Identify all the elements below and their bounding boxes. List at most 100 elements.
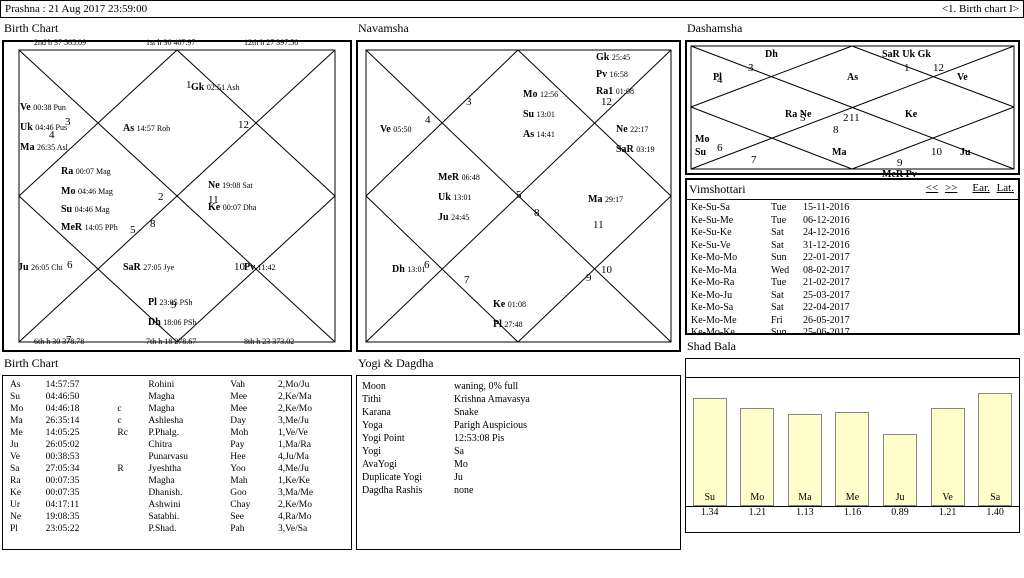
planet-label: Ke 00:07 Dha xyxy=(208,202,256,213)
house-number: 1 xyxy=(904,62,910,74)
shadbala-bar: Mo xyxy=(740,408,774,506)
shadbala-value: 0.89 xyxy=(883,507,917,518)
shadbala-value: 1.40 xyxy=(978,507,1012,518)
topbar: Prashna : 21 Aug 2017 23:59:00 <1. Birth… xyxy=(0,0,1024,18)
planet-label: Pv 16:58 xyxy=(596,69,628,80)
table-row: As14:57:57RohiniVah2,Mo/Ju xyxy=(7,380,347,390)
planet-label: SaR 27:05 Jye xyxy=(123,262,174,273)
dasha-row: Ke-Mo-KeSun25-06-2017 xyxy=(691,327,1014,340)
table-row: Ve00:38:53PunarvasuHee4,Ju/Ma xyxy=(7,452,347,462)
planet-label: Uk 13:01 xyxy=(438,192,472,203)
house-number: 3 xyxy=(748,62,754,74)
house-number: 2 xyxy=(158,191,164,203)
house-number: 10 xyxy=(601,264,612,276)
house-number: 12 xyxy=(238,119,249,131)
edge-label: 7th h 18 278.67 xyxy=(146,337,196,346)
planet-label: Su 13:01 xyxy=(523,109,555,120)
house-number: 6 xyxy=(717,142,723,154)
planet-label: Ne 22:17 xyxy=(616,124,648,135)
birth-chart: 121231145810769Gk 02:51 AshAs 14:57 RohV… xyxy=(2,40,352,352)
shadbala-value: 1.34 xyxy=(693,507,727,518)
shadbala-panel: SuMoMaMeJuVeSa 1.341.211.131.160.891.211… xyxy=(685,358,1020,533)
table-row: YogaParigh Auspicious xyxy=(362,420,536,431)
birth-table: As14:57:57RohiniVah2,Mo/Ju Su04:46:50Magh… xyxy=(2,375,352,550)
planet-label: Ne 19:08 Sat xyxy=(208,180,253,191)
planet-label: Ra1 01:08 xyxy=(596,86,634,97)
planet-label: SaR Uk Gk xyxy=(882,49,931,60)
house-number: 4 xyxy=(425,114,431,126)
table-row: Me14:05:25RcP.Phalg.Moh1,Ve/Ve xyxy=(7,428,347,438)
planet-label: Mo 12:56 xyxy=(523,89,558,100)
edge-label: 8th h 23 373.02 xyxy=(244,337,294,346)
vims-prev[interactable]: << xyxy=(926,182,938,194)
planet-label: Mo xyxy=(695,134,709,145)
table-row: Pl23:05:22P.Shad.Pah3,Ve/Sa xyxy=(7,524,347,534)
planet-label: Ve 05:50 xyxy=(380,124,411,135)
planet-label: As 14:57 Roh xyxy=(123,123,170,134)
dasha-row: Ke-Mo-RaTue21-02-2017 xyxy=(691,277,1014,290)
edge-label: 6th h 30 378.78 xyxy=(34,337,84,346)
planet-label: SaR 03:19 xyxy=(616,144,655,155)
planet-label: Gk 02:51 Ash xyxy=(191,82,240,93)
dasha-row: Ke-Su-KeSat24-12-2016 xyxy=(691,227,1014,240)
vims-lat[interactable]: Lat. xyxy=(997,182,1014,194)
house-number: 5 xyxy=(516,189,522,201)
prashna-datetime: Prashna : 21 Aug 2017 23:59:00 xyxy=(5,3,147,15)
planet-label: Ve xyxy=(957,72,968,83)
planet-label: Dh xyxy=(765,49,778,60)
edge-label: 12th h 27 397.50 xyxy=(244,38,298,47)
planet-label: Ra 00:07 Mag xyxy=(61,166,111,177)
planet-label: Ma 29:17 xyxy=(588,194,623,205)
planet-label: Pl 27:48 xyxy=(493,319,523,330)
yogi-title: Yogi & Dagdha xyxy=(356,355,681,372)
planet-label: Ma 26:35 Asl xyxy=(20,142,68,153)
planet-label: Ju 26:05 Chi xyxy=(18,262,63,273)
dasha-row: Ke-Su-MeTue06-12-2016 xyxy=(691,215,1014,228)
house-number: 7 xyxy=(464,274,470,286)
table-row: Ra00:07:35MaghaMah1,Ke/Ke xyxy=(7,476,347,486)
house-number: 2 xyxy=(843,112,849,124)
house-number: 8 xyxy=(150,218,156,230)
main-layout: Birth Chart 121231145810769Gk 02:51 AshA… xyxy=(0,18,1024,552)
table-row: Sa27:05:34RJyeshthaYoo4,Me/Ju xyxy=(7,464,347,474)
planet-label: Uk 04:46 Pus xyxy=(20,122,67,133)
dasha-row: Ke-Mo-SaSat22-04-2017 xyxy=(691,302,1014,315)
yogi-panel: Moonwaning, 0% fullTithiKrishna Amavasya… xyxy=(356,375,681,550)
house-number: 8 xyxy=(534,207,540,219)
table-row: Su04:46:50MaghaMee2,Ke/Ma xyxy=(7,392,347,402)
table-row: Dagdha Rashisnone xyxy=(362,485,536,496)
table-row: KaranaSnake xyxy=(362,407,536,418)
dashamsha-chart: 341122511867910Dh SaR Uk Gk Pl As Ve Ra … xyxy=(685,40,1020,175)
planet-label: Ma xyxy=(832,147,846,158)
table-row: Yogi Point12:53:08 Pis xyxy=(362,433,536,444)
navamsha-title: Navamsha xyxy=(356,20,681,37)
shadbala-bar: Su xyxy=(693,398,727,506)
house-number: 9 xyxy=(586,272,592,284)
birth-chart-title: Birth Chart xyxy=(2,20,352,37)
view-selector[interactable]: <1. Birth chart I> xyxy=(942,3,1019,15)
shadbala-bar: Ju xyxy=(883,434,917,506)
shadbala-value: 1.16 xyxy=(835,507,869,518)
planet-label: Ke xyxy=(905,109,917,120)
vims-ear[interactable]: Ear. xyxy=(972,182,989,194)
dashamsha-title: Dashamsha xyxy=(685,20,1020,37)
shadbala-bar: Me xyxy=(835,412,869,506)
table-row: Ur04:17:11AshwiniChay2,Ke/Mo xyxy=(7,500,347,510)
table-row: Ma26:35:14cAshleshaDay3,Me/Ju xyxy=(7,416,347,426)
planet-label: Ju 24:45 xyxy=(438,212,469,223)
dasha-row: Ke-Mo-MaWed08-02-2017 xyxy=(691,265,1014,278)
vims-nav: << >> Ear. Lat. xyxy=(924,182,1016,197)
shadbala-value: 1.13 xyxy=(788,507,822,518)
house-number: 5 xyxy=(130,224,136,236)
navamsha-chart: 3124115861079Gk 25:45Pv 16:58Ra1 01:08Mo… xyxy=(356,40,681,352)
planet-label: Mo 04:46 Mag xyxy=(61,186,113,197)
table-row: Moonwaning, 0% full xyxy=(362,381,536,392)
vims-next[interactable]: >> xyxy=(945,182,957,194)
planet-label: Su xyxy=(695,147,706,158)
dasha-row: Ke-Mo-JuSat25-03-2017 xyxy=(691,290,1014,303)
planet-label: Ju xyxy=(960,147,971,158)
house-number: 7 xyxy=(751,154,757,166)
planet-label: Pv 11:42 xyxy=(244,262,276,273)
house-number: 11 xyxy=(849,112,860,124)
shadbala-bar: Ve xyxy=(931,408,965,506)
